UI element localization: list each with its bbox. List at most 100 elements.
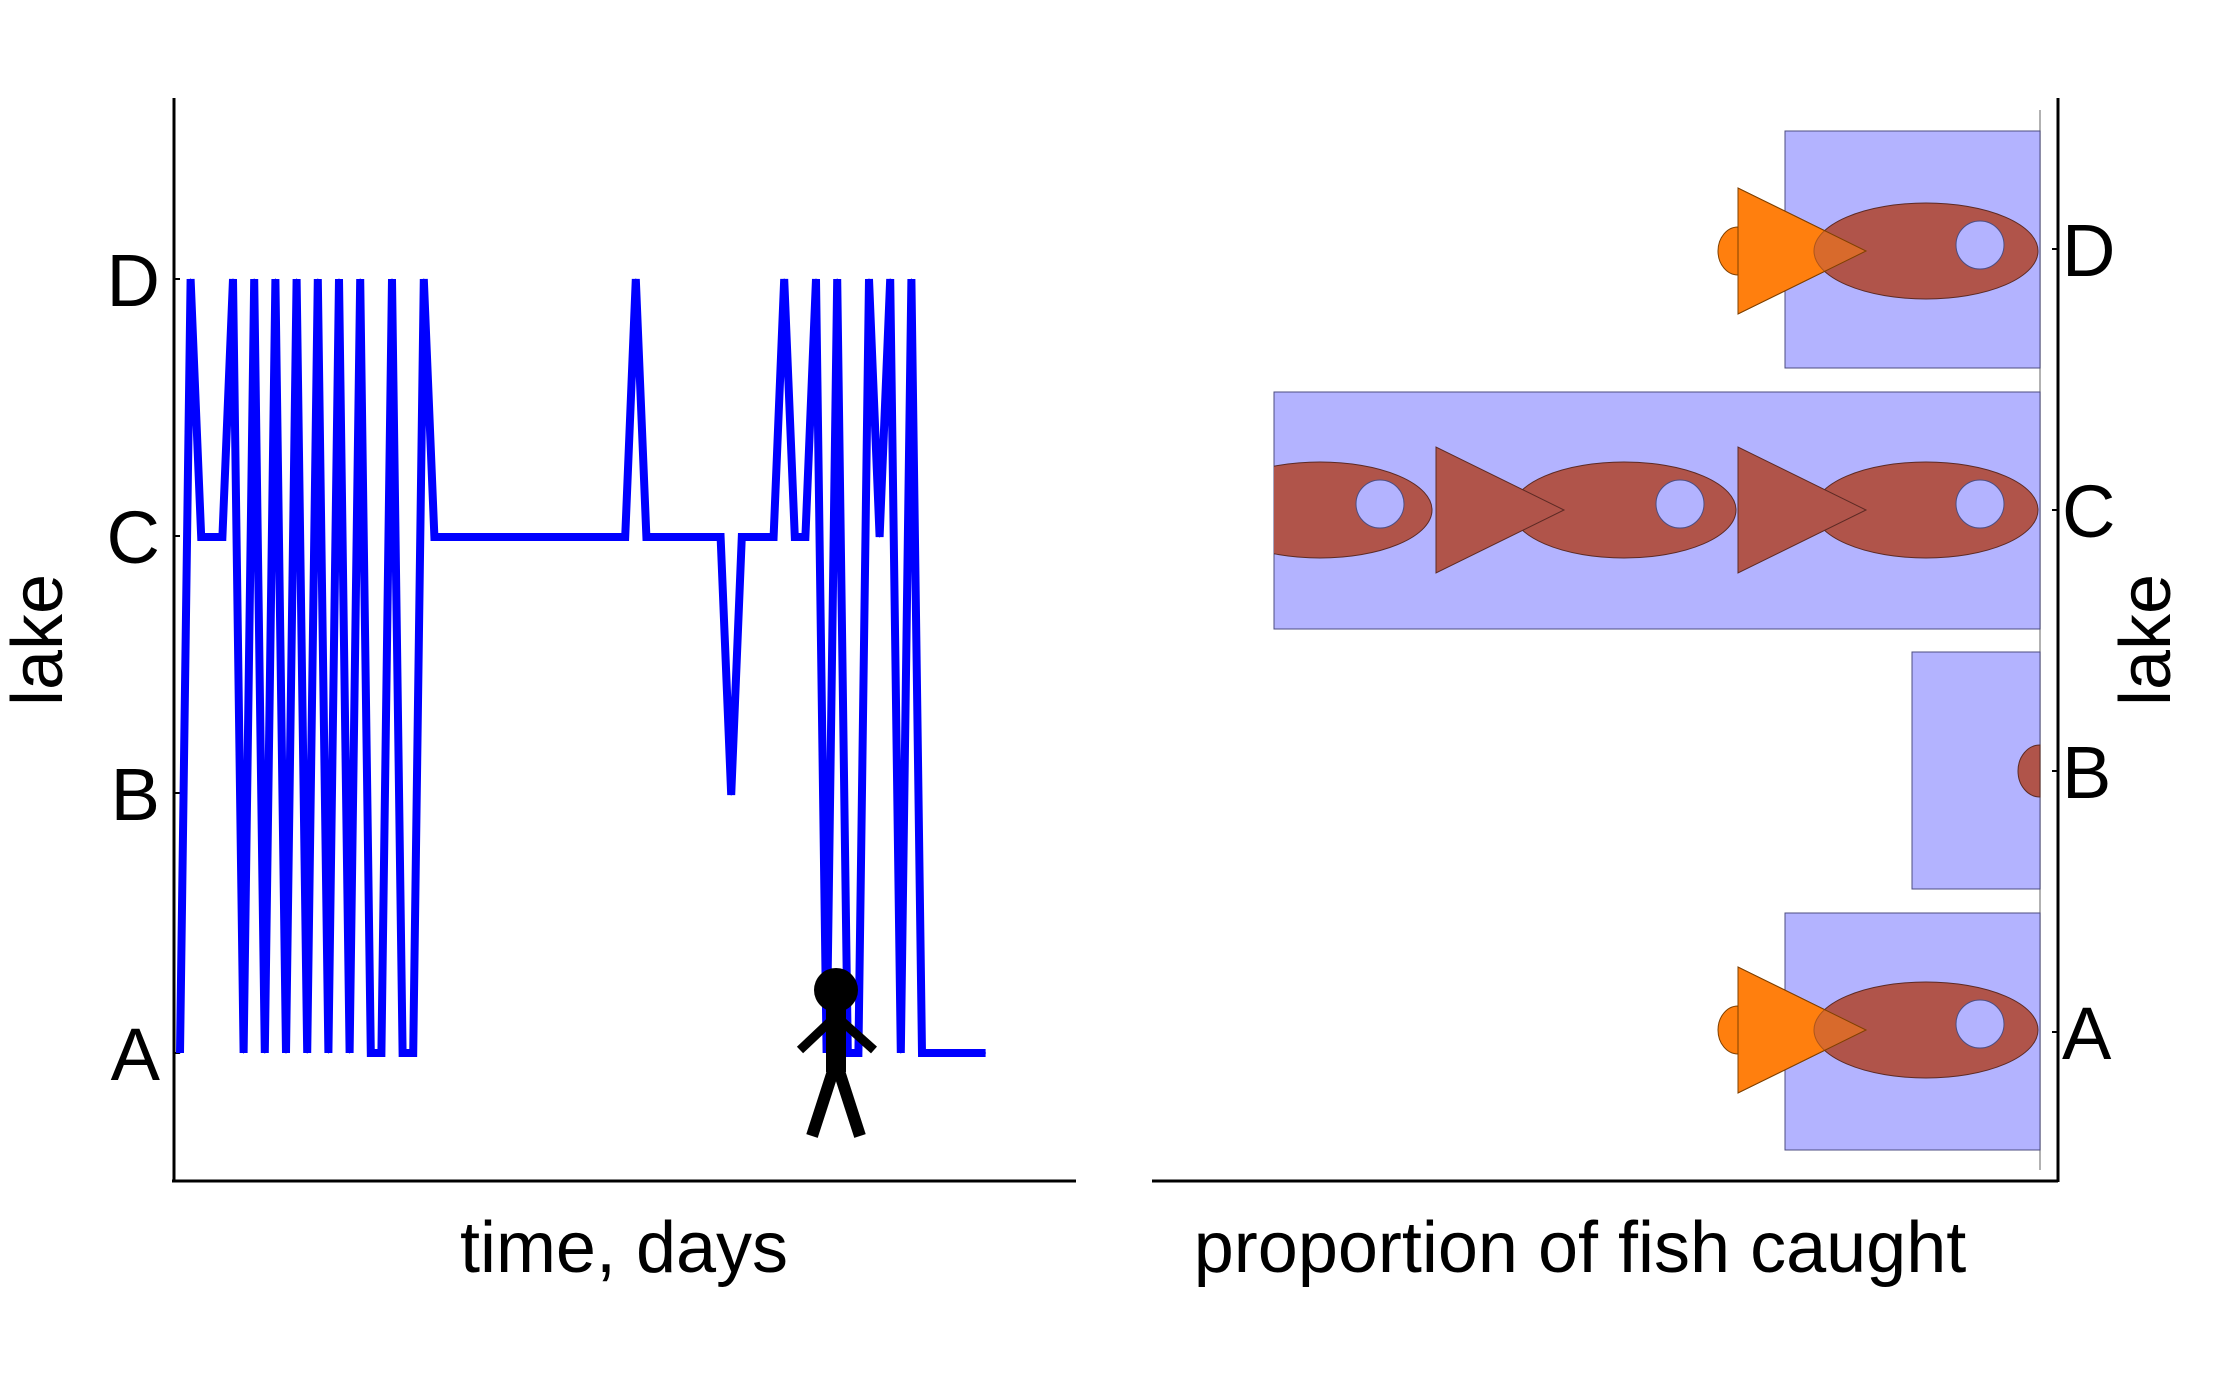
fish-icon — [2017, 744, 2041, 798]
trajectory-point — [370, 1052, 372, 1054]
bar-b: B — [1911, 651, 2111, 890]
trajectory-point — [900, 1052, 902, 1054]
fish-icon — [1717, 966, 2039, 1094]
trajectory-point — [974, 1052, 976, 1054]
right-tick-label-a: A — [2062, 992, 2112, 1075]
trajectory-point — [868, 278, 870, 280]
trajectory-point — [815, 278, 817, 280]
trajectory-point — [518, 536, 520, 538]
trajectory-point — [582, 536, 584, 538]
trajectory-point — [592, 536, 594, 538]
trajectory-point — [349, 1052, 351, 1054]
trajectory-point — [614, 536, 616, 538]
trajectory-point — [635, 278, 637, 280]
left-tick-label-c: C — [107, 496, 160, 579]
trajectory-point — [624, 536, 626, 538]
trajectory-point — [190, 278, 192, 280]
trajectory-point — [804, 536, 806, 538]
trajectory-point — [645, 536, 647, 538]
trajectory-point — [433, 536, 435, 538]
trajectory-point — [402, 1052, 404, 1054]
trajectory-point — [953, 1052, 955, 1054]
trajectory-point — [709, 536, 711, 538]
trajectory-point — [921, 1052, 923, 1054]
trajectory-point — [783, 278, 785, 280]
trajectory-point — [879, 536, 881, 538]
left-y-tick-marks — [174, 278, 180, 1054]
trajectory-point — [179, 1052, 181, 1054]
bar-a: A — [1717, 912, 2112, 1151]
left-x-axis-title: time, days — [460, 1208, 788, 1288]
trajectory-point — [561, 536, 563, 538]
right-x-axis-title: proportion of fish caught — [1194, 1208, 1967, 1288]
trajectory-point — [698, 536, 700, 538]
trajectory-point — [423, 278, 425, 280]
trajectory-point — [232, 278, 234, 280]
trajectory-point — [794, 536, 796, 538]
trajectory-point — [444, 536, 446, 538]
left-tick-label-d: D — [107, 239, 160, 322]
trajectory-point — [338, 278, 340, 280]
trajectory-line — [176, 278, 986, 1057]
trajectory-point — [985, 1052, 987, 1054]
trajectory-point — [476, 536, 478, 538]
left-y-axis-title: lake — [0, 574, 78, 706]
fish-icon — [1717, 187, 2039, 315]
trajectory-point — [932, 1052, 934, 1054]
trajectory-point — [571, 536, 573, 538]
trajectory-point — [317, 278, 319, 280]
trajectory-point — [857, 1052, 859, 1054]
trajectory-point — [688, 536, 690, 538]
trajectory-point — [486, 536, 488, 538]
trajectory-point — [751, 536, 753, 538]
trajectory-point — [720, 536, 722, 538]
left-tick-label-a: A — [111, 1013, 161, 1096]
right-panel: D C — [1152, 98, 2186, 1288]
right-tick-label-b: B — [2062, 731, 2111, 814]
trajectory-point — [550, 536, 552, 538]
trajectory-point — [391, 278, 393, 280]
trajectory-point — [539, 536, 541, 538]
trajectory-point — [836, 278, 838, 280]
trajectory-point — [741, 536, 743, 538]
right-y-axis-title: lake — [2106, 574, 2186, 706]
trajectory-point — [455, 536, 457, 538]
trajectory-point — [264, 1052, 266, 1054]
trajectory-point — [910, 278, 912, 280]
trajectory-point — [327, 1052, 329, 1054]
trajectory-point — [762, 536, 764, 538]
trajectory-point — [380, 1052, 382, 1054]
fish-icon — [1435, 446, 1737, 574]
trajectory-point — [253, 278, 255, 280]
fish-icon — [1274, 461, 1433, 559]
trajectory-point — [243, 1052, 245, 1054]
trajectory-point — [211, 536, 213, 538]
right-tick-label-d: D — [2062, 209, 2115, 292]
left-tick-label-b: B — [111, 753, 160, 836]
trajectory-point — [508, 536, 510, 538]
fish-icon — [1737, 446, 2039, 574]
trajectory-point — [677, 536, 679, 538]
trajectory-point — [306, 1052, 308, 1054]
trajectory-point — [667, 536, 669, 538]
stick-figure-icon — [796, 968, 878, 1138]
trajectory-point — [773, 536, 775, 538]
left-panel: D C B A time, days lake — [0, 98, 1076, 1288]
trajectory-point — [730, 794, 732, 796]
bar-c: C — [1273, 391, 2115, 630]
trajectory-point — [285, 1052, 287, 1054]
trajectory-point — [603, 536, 605, 538]
trajectory-point — [200, 536, 202, 538]
trajectory-point — [656, 536, 658, 538]
trajectory-point — [963, 1052, 965, 1054]
right-y-tick-marks — [2052, 248, 2058, 1033]
trajectory-point — [296, 278, 298, 280]
right-tick-label-c: C — [2062, 470, 2115, 553]
trajectory-point — [465, 536, 467, 538]
trajectory-series — [176, 278, 987, 1057]
trajectory-point — [889, 278, 891, 280]
bar-d: D — [1717, 130, 2115, 369]
trajectory-point — [221, 536, 223, 538]
trajectory-point — [412, 1052, 414, 1054]
